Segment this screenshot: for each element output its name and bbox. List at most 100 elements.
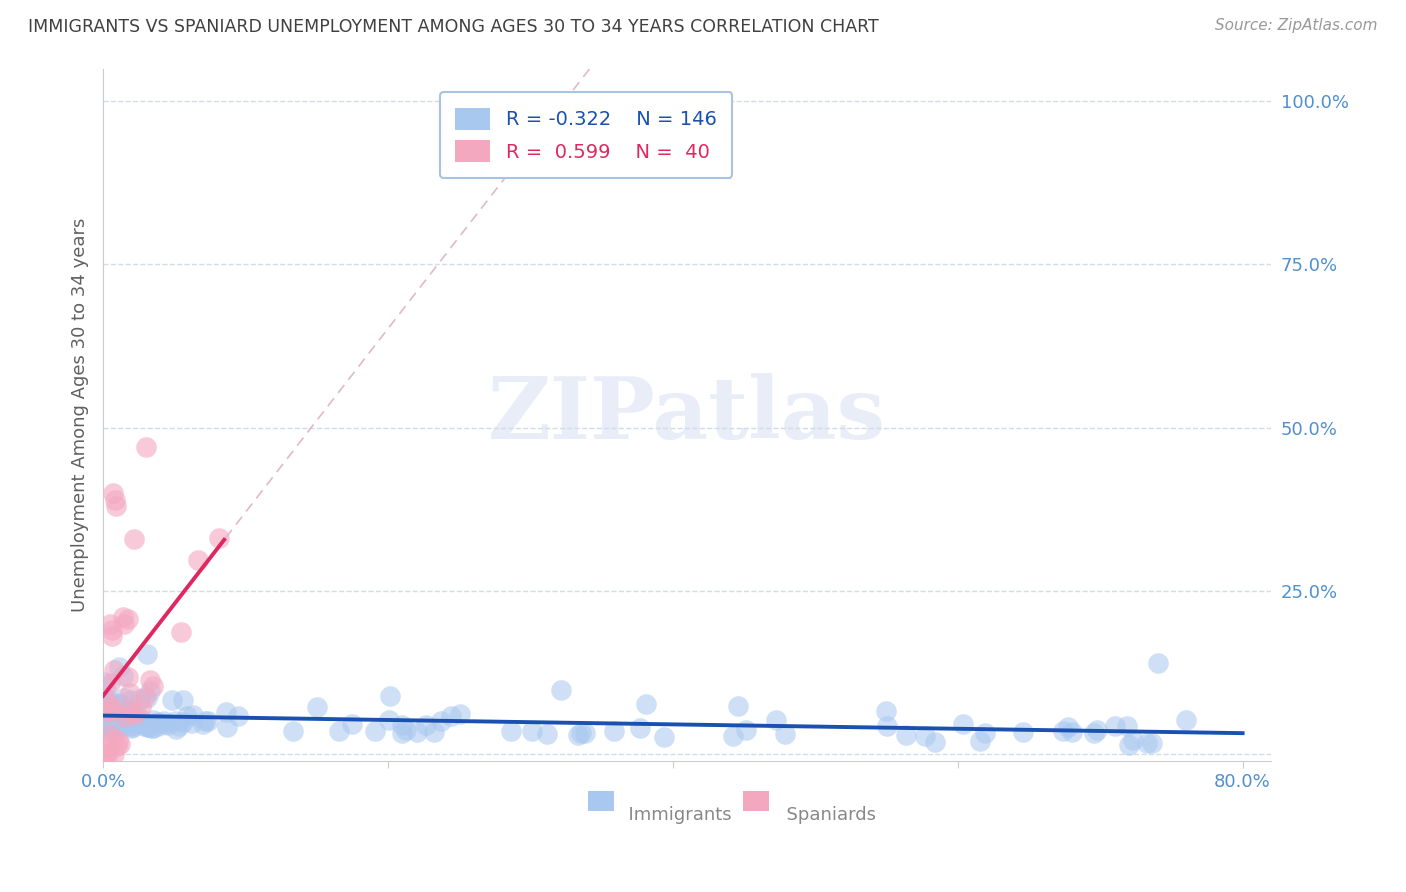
Point [536, 727, 558, 741]
Point [415, 718, 437, 732]
Point [172, 715, 194, 730]
Point [522, 724, 544, 739]
Point [176, 708, 198, 723]
Point [98, 727, 121, 741]
Point [96, 707, 118, 722]
Point [101, 486, 124, 500]
Point [328, 724, 350, 739]
Point [101, 699, 124, 714]
Point [103, 747, 125, 761]
Point [135, 440, 157, 454]
Point [187, 552, 209, 566]
Point [952, 717, 974, 731]
Point [103, 718, 125, 732]
Point [120, 685, 142, 699]
Point [1116, 719, 1139, 733]
Point [104, 721, 127, 735]
Point [103, 492, 125, 507]
Point [1174, 713, 1197, 727]
Point [93, 675, 115, 690]
Point [765, 714, 787, 728]
Point [162, 693, 184, 707]
Point [97, 716, 120, 731]
Point [142, 713, 165, 727]
Point [391, 718, 413, 732]
Point [1083, 726, 1105, 740]
Point [94, 706, 117, 720]
Point [136, 720, 159, 734]
Point [125, 706, 148, 721]
Point [100, 624, 122, 638]
Point [1104, 719, 1126, 733]
Point [104, 711, 127, 725]
Point [406, 725, 429, 739]
Point [391, 726, 413, 740]
Point [94, 697, 117, 711]
Point [974, 726, 997, 740]
Point [107, 699, 129, 714]
Point [217, 720, 239, 734]
Point [194, 714, 217, 729]
Point [94, 699, 117, 714]
Point [129, 699, 152, 714]
Point [114, 710, 136, 724]
Point [215, 706, 238, 720]
Point [181, 707, 204, 722]
Point [153, 717, 176, 731]
Point [305, 700, 328, 714]
Point [141, 721, 163, 735]
Point [103, 704, 125, 718]
Point [112, 691, 135, 706]
Point [107, 696, 129, 710]
Point [138, 684, 160, 698]
Point [364, 723, 387, 738]
Text: ZIPatlas: ZIPatlas [488, 373, 886, 457]
Point [134, 719, 156, 733]
Point [283, 724, 305, 739]
Text: Immigrants: Immigrants [617, 805, 731, 824]
Point [94, 716, 117, 731]
Point [98, 705, 121, 719]
Point [124, 532, 146, 546]
Point [97, 693, 120, 707]
Point [100, 705, 122, 719]
Point [96, 680, 118, 694]
Point [124, 712, 146, 726]
Point [170, 625, 193, 640]
Point [501, 724, 523, 739]
Point [97, 720, 120, 734]
Point [180, 715, 202, 730]
Point [430, 714, 453, 728]
Point [114, 616, 136, 631]
Point [193, 716, 215, 731]
Point [727, 699, 749, 714]
Point [630, 721, 652, 735]
Point [135, 716, 157, 731]
Point [1060, 725, 1083, 739]
Point [146, 719, 169, 733]
Point [117, 702, 139, 716]
Point [96, 700, 118, 714]
Point [165, 714, 187, 728]
Point [136, 720, 159, 734]
Point [550, 682, 572, 697]
Point [135, 647, 157, 661]
Point [108, 659, 131, 673]
Point [1087, 723, 1109, 738]
Point [104, 720, 127, 734]
Point [105, 712, 128, 726]
Point [124, 717, 146, 731]
Point [101, 709, 124, 723]
Point [110, 697, 132, 711]
Point [138, 673, 160, 688]
FancyBboxPatch shape [744, 790, 769, 812]
Point [112, 711, 135, 725]
Point [112, 714, 135, 729]
Point [98, 675, 121, 690]
Point [117, 611, 139, 625]
Point [112, 669, 135, 683]
Point [108, 719, 131, 733]
Point [110, 721, 132, 735]
Point [136, 691, 159, 706]
Legend: R = -0.322    N = 146, R =  0.599    N =  40: R = -0.322 N = 146, R = 0.599 N = 40 [440, 92, 733, 178]
